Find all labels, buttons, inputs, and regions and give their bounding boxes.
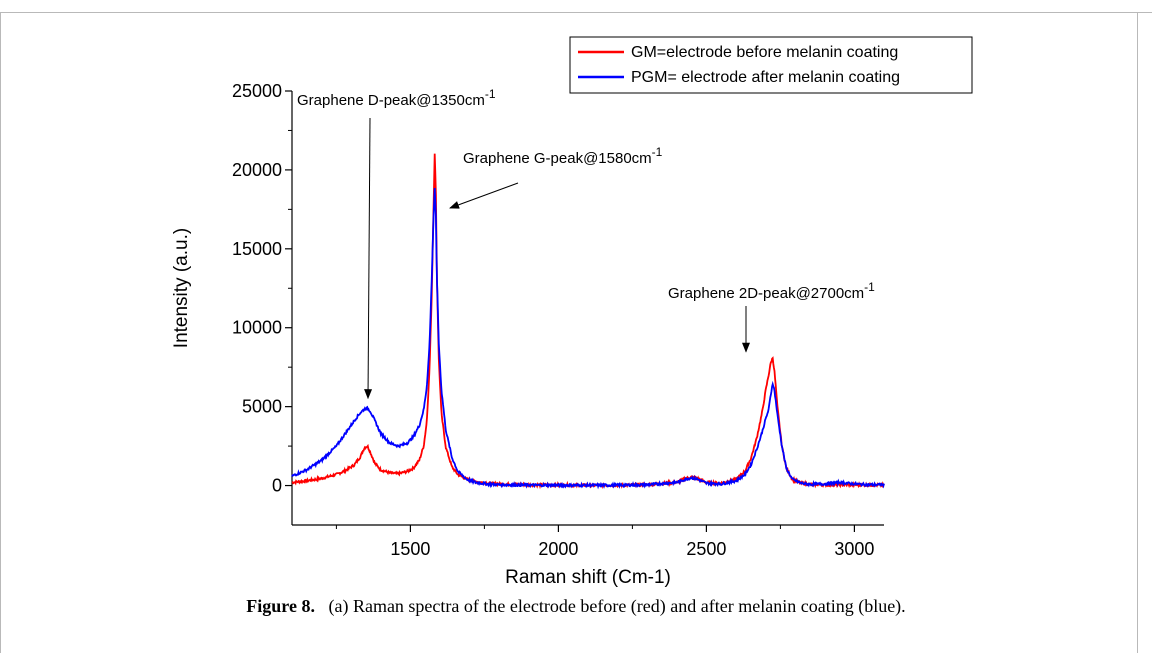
raman-chart: 1500 2000 2500 3000 0 5000 10000 15000 20000 2500…	[171, 36, 973, 588]
series-line-pgm	[291, 187, 885, 490]
x-tick-label: 2500	[686, 539, 726, 559]
y-tick-label: 25000	[232, 81, 282, 101]
annotation-label: Graphene G-peak@1580cm-1	[463, 145, 663, 167]
x-tick-label: 3000	[834, 539, 874, 559]
y-tick-label: 20000	[232, 160, 282, 180]
y-axis-label: Intensity (a.u.)	[171, 228, 192, 348]
figure-caption-text: (a) Raman spectra of the electrode befor…	[328, 596, 906, 616]
annotation-arrow-g-peak	[449, 182, 519, 209]
y-tick-label: 15000	[232, 239, 282, 259]
legend-box	[569, 36, 973, 94]
legend-label: PGM= electrode after melanin coating	[631, 69, 900, 86]
frame-left-border	[0, 12, 1, 653]
y-tick-label: 5000	[242, 397, 282, 417]
figure-caption: Figure 8. (a) Raman spectra of the elect…	[0, 596, 1152, 617]
x-tick-label: 2000	[538, 539, 578, 559]
frame-right-border	[1137, 12, 1138, 653]
axes: 1500 2000 2500 3000 0 5000 10000 15000 20000 2500…	[171, 81, 884, 588]
annotation-label: Graphene 2D-peak@2700cm-1	[668, 280, 875, 302]
frame-top-border	[0, 12, 1152, 654]
annotation-arrow-d-peak	[364, 117, 373, 400]
annotation-layer: Graphene D-peak@1350cm-1 Graphene G-peak@…	[297, 87, 875, 400]
series-layer	[291, 153, 885, 490]
legend-label: GM=electrode before melanin coating	[631, 44, 898, 61]
y-tick-label: 0	[272, 476, 282, 496]
legend: GM=electrode before melanin coating PGM= …	[569, 36, 973, 94]
annotation-label: Graphene D-peak@1350cm-1	[297, 87, 496, 109]
x-axis-label: Raman shift (Cm-1)	[505, 567, 671, 588]
figure-label: Figure 8.	[246, 596, 315, 616]
x-tick-label: 1500	[390, 539, 430, 559]
y-tick-label: 10000	[232, 318, 282, 338]
